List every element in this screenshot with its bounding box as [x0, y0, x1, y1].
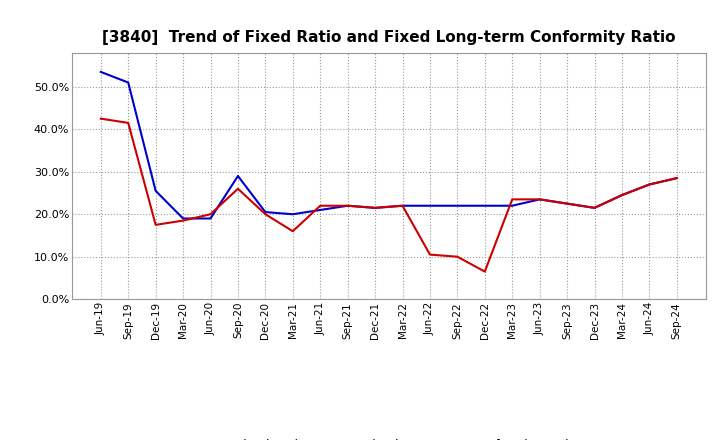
Fixed Long-term Conformity Ratio: [672, 176, 681, 181]
Line: Fixed Long-term Conformity Ratio: Fixed Long-term Conformity Ratio: [101, 119, 677, 271]
Fixed Long-term Conformity Ratio: [343, 203, 352, 209]
Fixed Long-term Conformity Ratio: [590, 205, 599, 210]
Fixed Long-term Conformity Ratio: [371, 205, 379, 210]
Fixed Long-term Conformity Ratio: [508, 197, 516, 202]
Fixed Ratio: [261, 209, 270, 215]
Fixed Ratio: [536, 197, 544, 202]
Fixed Long-term Conformity Ratio: [124, 120, 132, 125]
Fixed Ratio: [316, 207, 325, 213]
Fixed Long-term Conformity Ratio: [398, 203, 407, 209]
Fixed Ratio: [563, 201, 572, 206]
Fixed Long-term Conformity Ratio: [563, 201, 572, 206]
Fixed Ratio: [289, 212, 297, 217]
Fixed Ratio: [179, 216, 187, 221]
Fixed Ratio: [618, 192, 626, 198]
Line: Fixed Ratio: Fixed Ratio: [101, 72, 677, 219]
Fixed Ratio: [398, 203, 407, 209]
Fixed Ratio: [508, 203, 516, 209]
Fixed Long-term Conformity Ratio: [179, 218, 187, 223]
Fixed Ratio: [124, 80, 132, 85]
Fixed Ratio: [453, 203, 462, 209]
Fixed Ratio: [645, 182, 654, 187]
Title: [3840]  Trend of Fixed Ratio and Fixed Long-term Conformity Ratio: [3840] Trend of Fixed Ratio and Fixed Lo…: [102, 29, 675, 45]
Fixed Long-term Conformity Ratio: [618, 192, 626, 198]
Fixed Ratio: [426, 203, 434, 209]
Fixed Long-term Conformity Ratio: [316, 203, 325, 209]
Fixed Long-term Conformity Ratio: [96, 116, 105, 121]
Legend: Fixed Ratio, Fixed Long-term Conformity Ratio: Fixed Ratio, Fixed Long-term Conformity …: [197, 433, 581, 440]
Fixed Ratio: [480, 203, 489, 209]
Fixed Long-term Conformity Ratio: [453, 254, 462, 259]
Fixed Ratio: [151, 188, 160, 194]
Fixed Long-term Conformity Ratio: [261, 212, 270, 217]
Fixed Ratio: [371, 205, 379, 210]
Fixed Long-term Conformity Ratio: [206, 212, 215, 217]
Fixed Ratio: [343, 203, 352, 209]
Fixed Ratio: [206, 216, 215, 221]
Fixed Ratio: [96, 69, 105, 74]
Fixed Long-term Conformity Ratio: [480, 269, 489, 274]
Fixed Ratio: [233, 173, 242, 179]
Fixed Long-term Conformity Ratio: [151, 222, 160, 227]
Fixed Ratio: [672, 176, 681, 181]
Fixed Ratio: [590, 205, 599, 210]
Fixed Long-term Conformity Ratio: [645, 182, 654, 187]
Fixed Long-term Conformity Ratio: [426, 252, 434, 257]
Fixed Long-term Conformity Ratio: [233, 186, 242, 191]
Fixed Long-term Conformity Ratio: [289, 229, 297, 234]
Fixed Long-term Conformity Ratio: [536, 197, 544, 202]
